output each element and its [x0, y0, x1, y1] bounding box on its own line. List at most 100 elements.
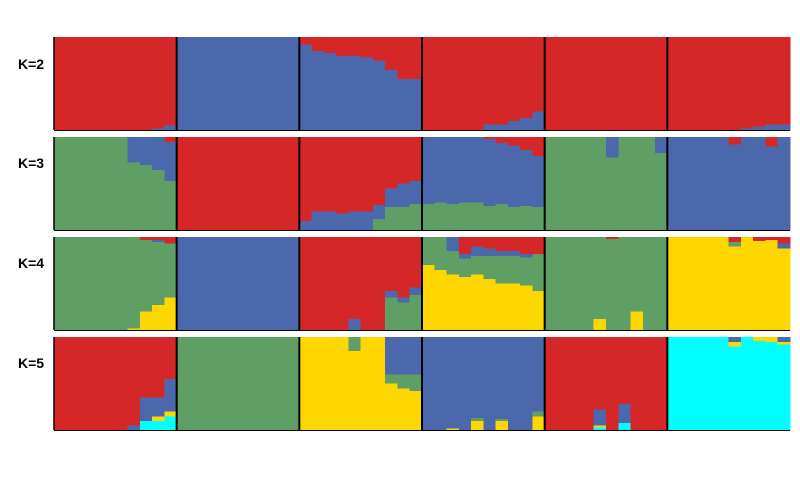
bar-green [262, 337, 276, 431]
population-5 [544, 137, 668, 231]
bar-blue [409, 78, 423, 131]
bar-blue [446, 137, 460, 205]
bar-yellow [323, 337, 337, 431]
bar-blue [323, 211, 337, 231]
bar-cyan [704, 337, 717, 431]
bar-green [458, 258, 472, 278]
bar-blue [434, 337, 447, 431]
bar-red [176, 137, 190, 231]
bar-yellow [164, 411, 178, 417]
bar-red [127, 37, 141, 131]
bar-red [655, 337, 668, 431]
bar-green [471, 255, 484, 275]
bar-red [483, 37, 496, 125]
bar-blue [397, 337, 411, 375]
bar-blue [753, 137, 766, 231]
population-5 [544, 337, 668, 431]
bar-red [520, 237, 533, 254]
bar-green [164, 180, 178, 231]
bar-red [728, 137, 742, 145]
bar-green [409, 203, 423, 231]
bar-blue [372, 204, 386, 220]
bar-green [348, 337, 362, 352]
bar-green [581, 237, 595, 331]
bar-yellow [446, 428, 460, 431]
bar-green [569, 237, 582, 331]
bar-red [606, 337, 619, 431]
bar-green [556, 137, 570, 231]
bar-green [618, 237, 631, 331]
bar-blue [201, 37, 214, 131]
bar-green [630, 137, 644, 231]
bar-blue [728, 337, 742, 342]
bar-yellow [495, 420, 509, 431]
bar-green [54, 137, 67, 231]
bar-blue [213, 37, 227, 131]
bar-red [409, 37, 423, 80]
bar-green [103, 237, 116, 331]
bar-blue [728, 144, 742, 231]
bar-red [250, 137, 263, 231]
bar-red [765, 137, 779, 147]
bar-blue [495, 250, 509, 256]
panel-label-k4: K=4 [18, 255, 44, 271]
bar-red [372, 137, 386, 206]
bar-blue [483, 138, 496, 207]
bar-red [127, 337, 141, 426]
bar-red [164, 337, 178, 380]
population-3 [299, 237, 423, 331]
bar-blue [753, 126, 766, 131]
bar-blue [127, 137, 141, 163]
bar-blue [446, 337, 460, 429]
bar-yellow [409, 390, 423, 431]
bar-red [728, 37, 742, 131]
bar-blue [532, 111, 546, 131]
bar-red [78, 337, 92, 431]
bar-blue [777, 137, 791, 231]
bar-green [201, 337, 214, 431]
bar-green [458, 202, 472, 231]
bar-red [520, 37, 533, 119]
bar-red [139, 337, 153, 398]
bar-red [397, 237, 411, 298]
population-3 [299, 37, 423, 131]
bar-green [520, 205, 533, 231]
bar-red [544, 37, 558, 131]
bar-yellow [740, 237, 754, 331]
bar-green [520, 257, 533, 286]
population-2 [176, 237, 300, 331]
panel-k5: K=5 [18, 355, 44, 371]
bar-red [103, 337, 116, 431]
bar-red [336, 37, 349, 56]
bar-red [274, 137, 288, 231]
bar-red [188, 137, 202, 231]
bar-cyan [139, 420, 153, 431]
bar-blue [213, 237, 227, 331]
bar-blue [287, 237, 300, 331]
bar-blue [397, 297, 411, 303]
bar-red [532, 237, 546, 254]
bar-blue [520, 337, 533, 431]
bar-red [569, 337, 582, 431]
bar-cyan [753, 340, 766, 431]
bar-green [225, 337, 239, 431]
bar-yellow [348, 350, 362, 431]
bar-red [139, 237, 153, 240]
bar-red [422, 37, 435, 131]
bar-blue [520, 117, 533, 131]
bar-red [115, 37, 128, 131]
bar-red [765, 237, 779, 240]
bar-blue [385, 337, 398, 375]
bar-red [765, 37, 779, 125]
bar-red [262, 137, 276, 231]
panel-k4: K=4 [18, 255, 44, 271]
bar-blue [483, 248, 496, 256]
bar-green [422, 203, 435, 231]
population-1 [53, 37, 791, 431]
bar-green [532, 411, 546, 417]
bar-red [728, 237, 742, 242]
bar-red [520, 137, 533, 151]
bar-green [606, 157, 619, 231]
bar-yellow [458, 276, 472, 331]
